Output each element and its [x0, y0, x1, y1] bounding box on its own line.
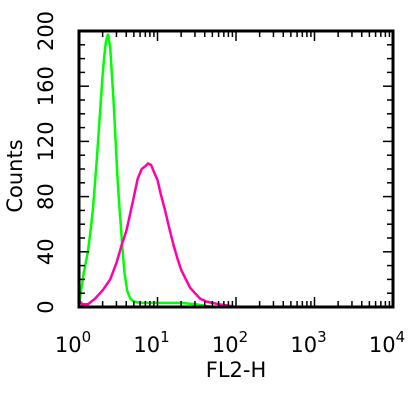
y-tick-label: 200: [34, 11, 58, 51]
x-tick-label: 101: [133, 328, 169, 357]
y-tick-label: 40: [34, 238, 58, 265]
series-line-1: [77, 33, 393, 309]
y-tick-label: 80: [34, 183, 58, 210]
axis-layer: 100 101 102 103 104 0 40 80 120 160 200: [34, 11, 405, 357]
x-tick-label: 100: [55, 328, 91, 357]
x-tick-label: 104: [369, 328, 405, 357]
x-axis-title: FL2-H: [206, 358, 267, 382]
plot-frame: [77, 29, 395, 309]
y-axis-title: Counts: [3, 139, 27, 212]
x-tick-label: 103: [290, 328, 326, 357]
series-line-2: [78, 162, 393, 309]
y-tick-label: 160: [34, 66, 58, 106]
plot-layer: [77, 33, 393, 309]
y-tick-label: 0: [34, 300, 58, 313]
y-tick-label: 120: [34, 121, 58, 161]
x-tick-label: 102: [212, 328, 248, 357]
